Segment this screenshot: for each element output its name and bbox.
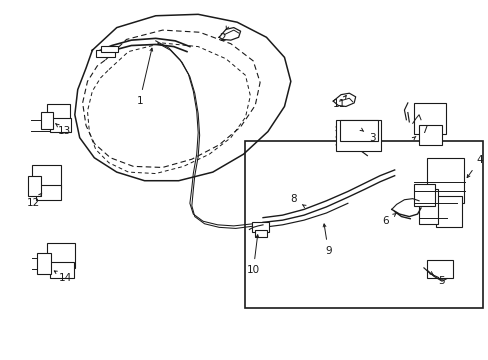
Text: 13: 13 xyxy=(58,126,71,135)
Bar xyxy=(32,165,61,188)
Text: 1: 1 xyxy=(136,96,142,106)
Bar xyxy=(96,50,115,57)
Bar xyxy=(255,230,267,237)
Text: 5: 5 xyxy=(438,276,445,286)
Bar xyxy=(413,184,434,206)
Bar xyxy=(418,125,442,145)
Bar xyxy=(251,222,268,232)
Bar xyxy=(339,120,377,140)
Text: 11: 11 xyxy=(332,99,346,109)
Text: 2: 2 xyxy=(219,33,225,43)
Bar xyxy=(245,140,483,309)
Text: 3: 3 xyxy=(368,133,375,143)
Text: 8: 8 xyxy=(289,194,296,204)
Bar xyxy=(413,103,445,134)
Bar xyxy=(47,104,70,125)
Text: 6: 6 xyxy=(382,216,388,226)
Bar xyxy=(27,176,41,196)
Bar xyxy=(47,243,75,268)
Bar xyxy=(427,260,452,278)
Text: 10: 10 xyxy=(246,265,259,275)
Bar xyxy=(101,46,118,51)
Bar xyxy=(418,189,437,224)
Bar xyxy=(50,262,74,278)
Bar xyxy=(335,120,380,150)
Text: 4: 4 xyxy=(475,155,482,165)
Bar xyxy=(41,112,53,129)
Bar xyxy=(427,158,463,203)
Text: 14: 14 xyxy=(58,273,72,283)
Bar xyxy=(37,253,51,274)
Bar xyxy=(50,118,71,132)
Text: 7: 7 xyxy=(420,125,427,135)
Text: 9: 9 xyxy=(325,246,331,256)
Bar xyxy=(36,185,61,200)
Text: 12: 12 xyxy=(27,198,41,208)
Bar xyxy=(435,196,462,227)
